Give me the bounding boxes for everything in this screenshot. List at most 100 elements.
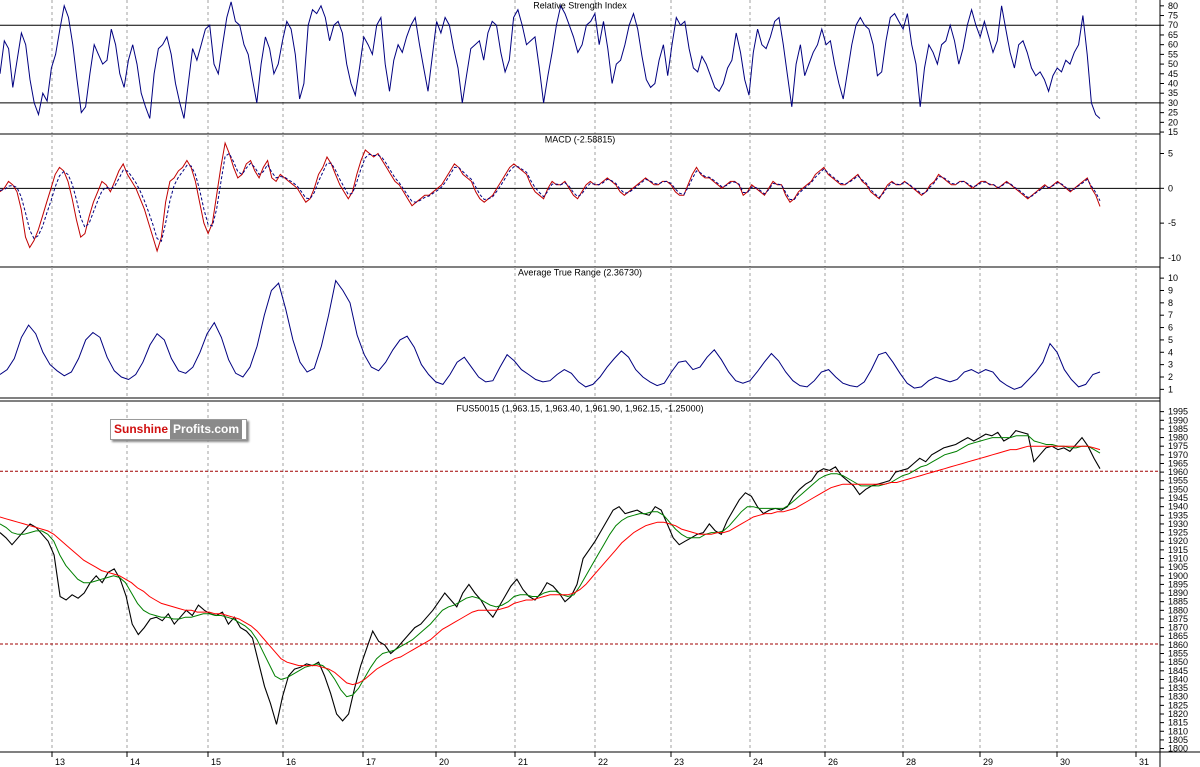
atr-atr-line — [0, 279, 1101, 390]
price-ytick-label-0: 1800 — [1168, 744, 1188, 754]
price-ytick-label-1: 1805 — [1168, 735, 1188, 745]
rsi-panel-title: Relative Strength Index — [533, 1, 627, 11]
atr-ytick-label-5: 6 — [1168, 323, 1173, 333]
x-tick-label-13: 30 — [1060, 757, 1070, 767]
price-ytick-label-13: 1865 — [1168, 631, 1188, 641]
rsi-ytick-label-12: 75 — [1168, 11, 1178, 21]
rsi-ytick-label-10: 65 — [1168, 30, 1178, 40]
price-ytick-label-6: 1830 — [1168, 692, 1188, 702]
rsi-ytick-label-9: 60 — [1168, 40, 1178, 50]
macd-panel: -10 -5 0 5 MACD (-2.58815) — [0, 134, 1181, 268]
price-ytick-label-35: 1975 — [1168, 441, 1188, 451]
price-ytick-label-38: 1990 — [1168, 415, 1188, 425]
price-ytick-label-31: 1955 — [1168, 476, 1188, 486]
macd-ytick-label-3: 5 — [1168, 148, 1173, 158]
price-ytick-label-19: 1895 — [1168, 579, 1188, 589]
atr-ytick-label-0: 1 — [1168, 384, 1173, 394]
price-ytick-label-33: 1965 — [1168, 458, 1188, 468]
price-ytick-label-5: 1825 — [1168, 700, 1188, 710]
price-ytick-label-25: 1925 — [1168, 528, 1188, 538]
price-ytick-label-28: 1940 — [1168, 502, 1188, 512]
price-ytick-label-9: 1845 — [1168, 666, 1188, 676]
x-tick-label-0: 13 — [55, 757, 65, 767]
rsi-rsi-line — [0, 1, 1101, 119]
price-ytick-label-39: 1995 — [1168, 407, 1188, 417]
price-price-line — [0, 429, 1101, 725]
price-ytick-label-32: 1960 — [1168, 467, 1188, 477]
price-ytick-label-16: 1880 — [1168, 605, 1188, 615]
price-ytick-label-12: 1860 — [1168, 640, 1188, 650]
price-slow-moving-average-line — [0, 445, 1101, 686]
atr-ytick-label-1: 2 — [1168, 372, 1173, 382]
x-tick-label-8: 23 — [674, 757, 684, 767]
x-tick-label-11: 28 — [906, 757, 916, 767]
price-ytick-label-26: 1930 — [1168, 519, 1188, 529]
x-tick-label-12: 29 — [983, 757, 993, 767]
price-ytick-label-21: 1905 — [1168, 562, 1188, 572]
x-tick-label-10: 26 — [828, 757, 838, 767]
macd-macd-line — [0, 141, 1101, 253]
x-tick-label-2: 15 — [211, 757, 221, 767]
price-ytick-label-34: 1970 — [1168, 450, 1188, 460]
price-ytick-label-3: 1815 — [1168, 718, 1188, 728]
rsi-ytick-label-8: 55 — [1168, 49, 1178, 59]
atr-ytick-label-2: 3 — [1168, 360, 1173, 370]
price-ytick-label-11: 1855 — [1168, 649, 1188, 659]
rsi-ytick-label-0: 15 — [1168, 127, 1178, 137]
price-ytick-label-23: 1915 — [1168, 545, 1188, 555]
price-ytick-label-14: 1870 — [1168, 623, 1188, 633]
rsi-ytick-label-5: 40 — [1168, 79, 1178, 89]
price-ytick-label-37: 1985 — [1168, 424, 1188, 434]
logo-sunshine-text: Sunshine — [114, 422, 169, 436]
price-ytick-label-27: 1935 — [1168, 510, 1188, 520]
price-panel: 1800180518101815182018251830183518401845… — [0, 403, 1188, 754]
price-ytick-label-24: 1920 — [1168, 536, 1188, 546]
price-panel-title: FUS50015 (1,963.15, 1,963.40, 1,961.90, … — [456, 404, 703, 414]
rsi-ytick-label-4: 35 — [1168, 88, 1178, 98]
price-ytick-label-20: 1900 — [1168, 571, 1188, 581]
atr-ytick-label-4: 5 — [1168, 335, 1173, 345]
sunshine-profits-logo: Sunshine Profits.com — [110, 419, 247, 440]
atr-ytick-label-7: 8 — [1168, 298, 1173, 308]
logo-profits-text: Profits.com — [170, 420, 243, 439]
x-tick-label-1: 14 — [130, 757, 140, 767]
rsi-ytick-label-11: 70 — [1168, 20, 1178, 30]
price-ytick-label-2: 1810 — [1168, 726, 1188, 736]
price-ytick-label-30: 1950 — [1168, 484, 1188, 494]
price-ytick-label-22: 1910 — [1168, 553, 1188, 563]
price-ytick-label-15: 1875 — [1168, 614, 1188, 624]
atr-ytick-label-8: 9 — [1168, 285, 1173, 295]
price-ytick-label-17: 1885 — [1168, 597, 1188, 607]
macd-ytick-label-0: -10 — [1168, 253, 1181, 263]
x-tick-label-3: 16 — [286, 757, 296, 767]
x-tick-label-7: 22 — [598, 757, 608, 767]
x-tick-label-4: 17 — [366, 757, 376, 767]
x-tick-label-5: 20 — [439, 757, 449, 767]
price-ytick-label-29: 1945 — [1168, 493, 1188, 503]
x-tick-label-14: 31 — [1139, 757, 1149, 767]
price-ytick-label-8: 1840 — [1168, 674, 1188, 684]
macd-panel-title: MACD (-2.58815) — [545, 135, 616, 145]
price-ytick-label-18: 1890 — [1168, 588, 1188, 598]
rsi-ytick-label-1: 20 — [1168, 117, 1178, 127]
rsi-ytick-label-2: 25 — [1168, 108, 1178, 118]
price-ytick-label-10: 1850 — [1168, 657, 1188, 667]
rsi-ytick-label-7: 50 — [1168, 59, 1178, 69]
x-tick-label-6: 21 — [518, 757, 528, 767]
x-axis: 13 14 15 16 17 20 21 22 23 24 26 28 29 30 31 — [0, 751, 1200, 767]
x-tick-label-9: 24 — [753, 757, 763, 767]
atr-ytick-label-6: 7 — [1168, 310, 1173, 320]
atr-ytick-label-3: 4 — [1168, 347, 1173, 357]
price-ytick-label-4: 1820 — [1168, 709, 1188, 719]
rsi-ytick-label-6: 45 — [1168, 69, 1178, 79]
macd-ytick-label-2: 0 — [1168, 183, 1173, 193]
price-fast-moving-average-line — [0, 435, 1101, 698]
rsi-ytick-label-13: 80 — [1168, 1, 1178, 11]
atr-panel: 1 2 3 4 5 6 7 8 9 10 Average True Range (2.36730) — [0, 267, 1178, 399]
rsi-ytick-label-3: 30 — [1168, 98, 1178, 108]
price-ytick-label-7: 1835 — [1168, 683, 1188, 693]
atr-ytick-label-9: 10 — [1168, 273, 1178, 283]
macd-macd-signal-line — [0, 152, 1101, 242]
